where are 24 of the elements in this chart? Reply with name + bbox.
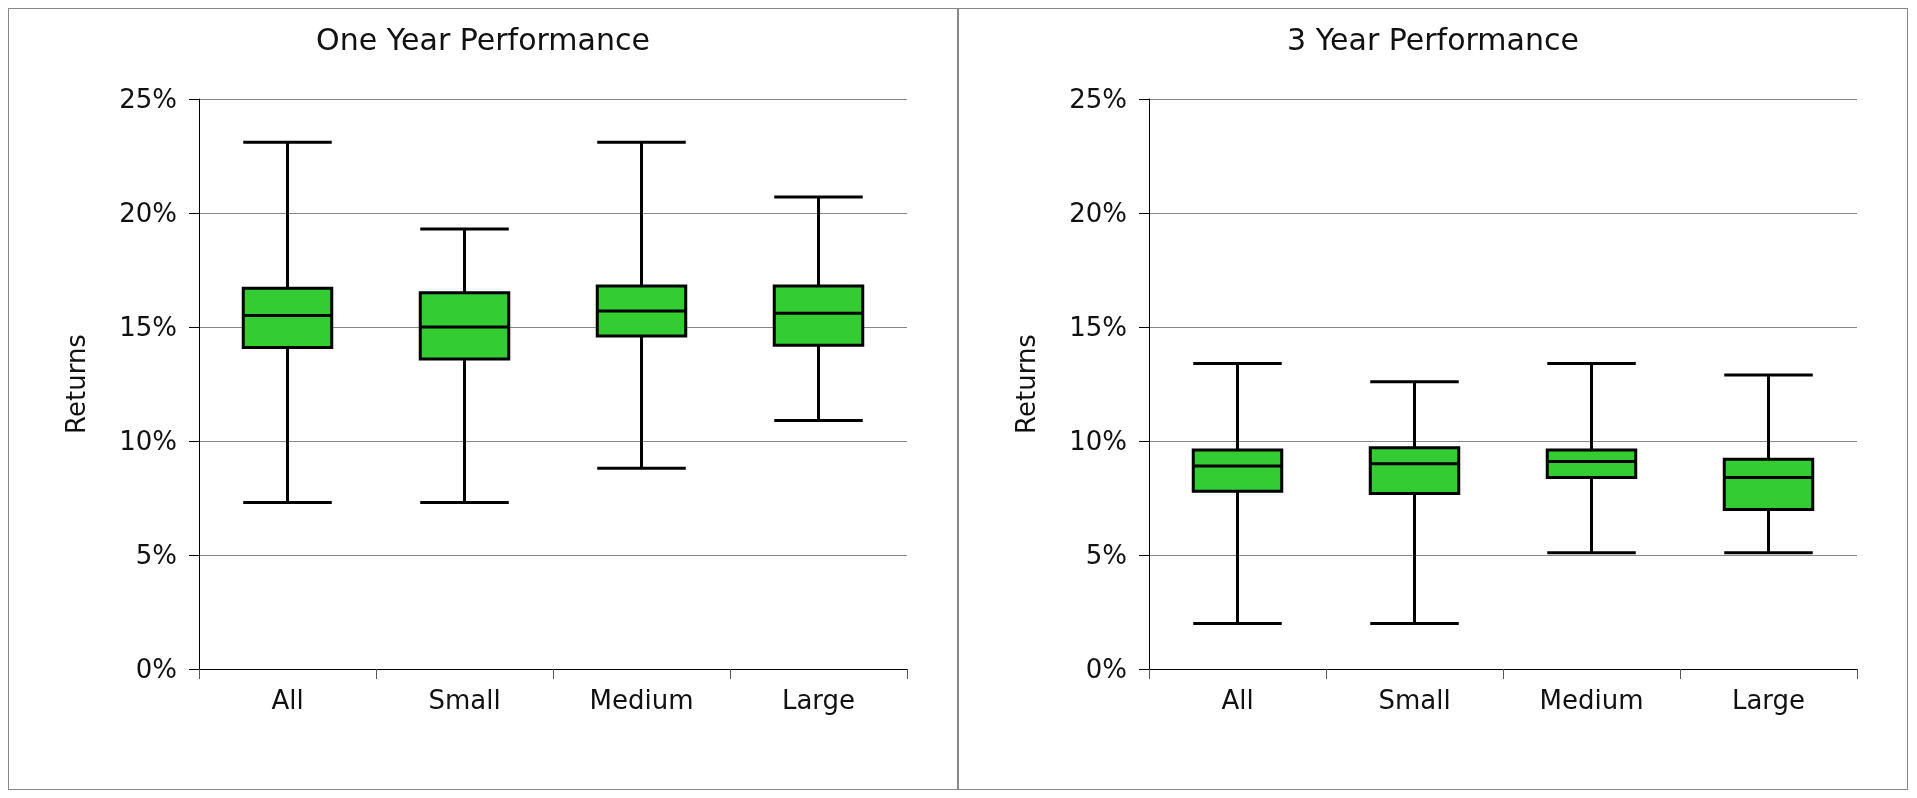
y-axis-title: Returns	[61, 334, 91, 434]
y-tick-label: 5%	[1085, 540, 1127, 570]
y-tick-label: 10%	[1069, 426, 1127, 456]
y-tick-label: 0%	[1085, 654, 1127, 684]
x-tick-label: Small	[428, 685, 501, 715]
x-tick-label: Large	[781, 685, 856, 715]
y-tick-label: 10%	[119, 426, 177, 456]
x-tick-label: All	[1221, 685, 1254, 715]
y-tick-label: 20%	[119, 198, 177, 228]
y-axis-title: Returns	[1011, 334, 1041, 434]
y-tick-label: 5%	[135, 540, 177, 570]
y-tick-label: 20%	[1069, 198, 1127, 228]
y-tick-label: 15%	[1069, 312, 1127, 342]
y-tick-label: 25%	[1069, 84, 1127, 114]
y-tick-label: 0%	[135, 654, 177, 684]
x-tick-label: Medium	[589, 685, 694, 715]
chart-title: 3 Year Performance	[1287, 21, 1579, 57]
y-tick-label: 15%	[119, 312, 177, 342]
y-tick-label: 25%	[119, 84, 177, 114]
x-tick-label: Small	[1378, 685, 1451, 715]
chart-title: One Year Performance	[316, 21, 650, 57]
x-tick-label: Medium	[1539, 685, 1644, 715]
x-tick-label: Large	[1731, 685, 1806, 715]
x-tick-label: All	[271, 685, 304, 715]
